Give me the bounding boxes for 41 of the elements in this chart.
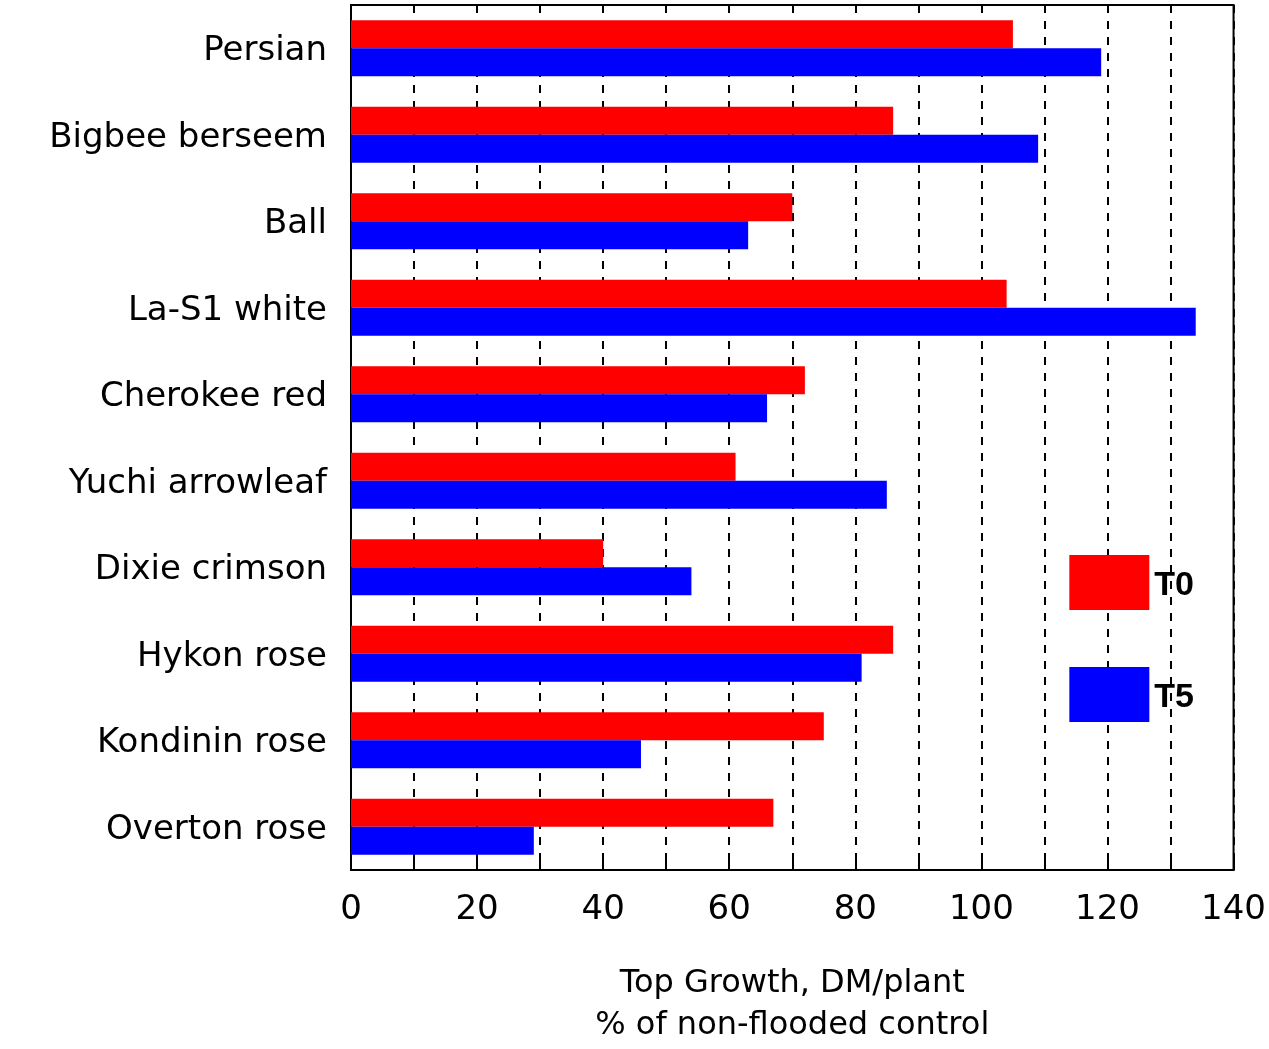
y-tick-label: Ball bbox=[263, 201, 327, 242]
x-tick-label: 120 bbox=[1075, 887, 1140, 927]
bar bbox=[351, 452, 736, 481]
legend-label: T5 bbox=[1154, 675, 1195, 714]
bar bbox=[351, 798, 774, 827]
bar bbox=[351, 307, 1196, 336]
x-tick-label: 40 bbox=[581, 887, 625, 927]
bar bbox=[351, 193, 793, 222]
bar bbox=[351, 394, 768, 423]
y-tick-label: Dixie crimson bbox=[94, 547, 327, 588]
bar bbox=[351, 48, 1102, 77]
y-tick-label: La-S1 white bbox=[127, 287, 327, 328]
x-tick-label: 80 bbox=[833, 887, 877, 927]
bar bbox=[351, 740, 641, 769]
bar bbox=[351, 567, 692, 596]
bar bbox=[351, 625, 894, 654]
y-tick-label: Hykon rose bbox=[137, 633, 327, 674]
x-tick-label: 60 bbox=[707, 887, 751, 927]
bar bbox=[351, 480, 887, 509]
bar bbox=[351, 106, 894, 135]
bar bbox=[351, 366, 805, 395]
bar bbox=[351, 20, 1013, 49]
y-tick-label: Kondinin rose bbox=[97, 720, 327, 761]
y-tick-label: Persian bbox=[203, 28, 327, 69]
x-tick-label: 140 bbox=[1201, 887, 1267, 927]
x-axis-title: Top Growth, DM/plant % of non-flooded control bbox=[595, 962, 990, 1042]
bar bbox=[351, 134, 1039, 163]
bar bbox=[351, 653, 862, 682]
y-tick-label: Yuchi arrowleaf bbox=[67, 460, 329, 501]
x-tick-label: 20 bbox=[455, 887, 499, 927]
bar bbox=[351, 712, 824, 741]
y-tick-label: Cherokee red bbox=[99, 374, 327, 415]
x-tick-label: 100 bbox=[948, 887, 1014, 927]
bar bbox=[351, 279, 1007, 308]
legend-label: T0 bbox=[1154, 563, 1195, 602]
y-tick-label: Overton rose bbox=[106, 806, 327, 847]
bar bbox=[351, 539, 604, 568]
x-tick-label: 0 bbox=[340, 887, 362, 927]
bar bbox=[351, 826, 534, 855]
y-tick-label: Bigbee berseem bbox=[49, 114, 327, 155]
bar bbox=[351, 221, 749, 250]
